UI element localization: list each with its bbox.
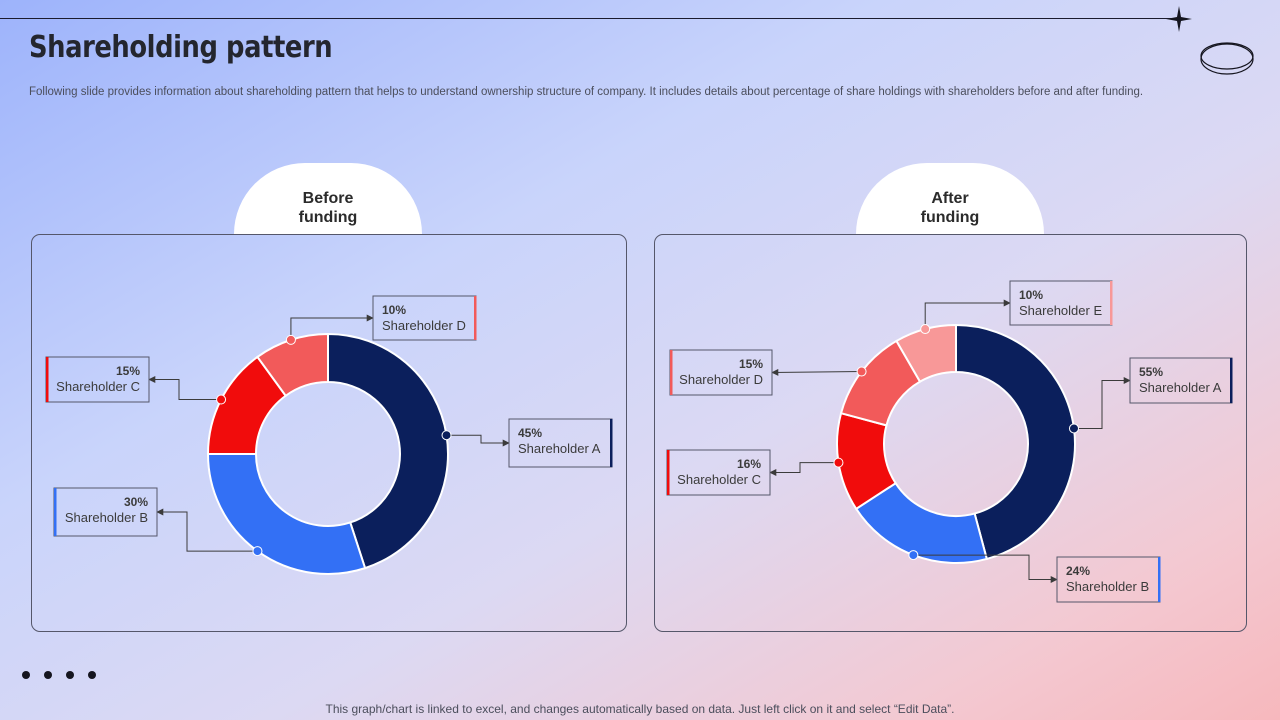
leader-line: [771, 368, 862, 376]
slice-name: Shareholder C: [56, 379, 140, 394]
before-funding-panel: [31, 234, 627, 632]
leader-line: [924, 299, 1011, 330]
donut-slice-shareholder-a[interactable]: [327, 332, 449, 570]
label-box-shareholder-b: 30%Shareholder B: [53, 487, 158, 537]
leader-line: [446, 434, 510, 447]
after-funding-tab: After funding: [856, 163, 1044, 234]
label-accent: [667, 450, 670, 495]
slice-percent: 55%: [1139, 365, 1163, 379]
label-accent: [610, 419, 613, 467]
slice-percent: 15%: [116, 364, 140, 378]
dot: [22, 671, 30, 679]
slice-percent: 10%: [1019, 288, 1043, 302]
leader-line: [1073, 377, 1131, 429]
donut-slice-shareholder-d[interactable]: [256, 332, 329, 398]
label-box-shareholder-d: 15%Shareholder D: [669, 349, 773, 396]
slice-name: Shareholder E: [1019, 303, 1102, 318]
label-accent: [1230, 358, 1233, 403]
label-box-shareholder-c: 15%Shareholder C: [45, 356, 150, 403]
page-subtitle: Following slide provides information abo…: [29, 86, 1144, 98]
label-box-shareholder-a: 45%Shareholder A: [508, 418, 613, 468]
page-title: Shareholding pattern: [29, 30, 333, 65]
leader-line: [290, 314, 374, 340]
label-accent: [46, 357, 49, 402]
leader-line: [769, 462, 839, 476]
dots-decoration: [22, 671, 96, 679]
leader-dot: [833, 457, 844, 468]
slice-name: Shareholder B: [1066, 579, 1149, 594]
after-funding-donut[interactable]: 55%Shareholder A24%Shareholder B16%Share…: [666, 280, 1233, 603]
slice-name: Shareholder C: [677, 472, 761, 487]
label-accent: [474, 296, 477, 340]
slice-name: Shareholder D: [679, 372, 763, 387]
slice-name: Shareholder D: [382, 318, 466, 333]
before-funding-title: Before funding: [298, 190, 358, 226]
dot: [88, 671, 96, 679]
label-box-shareholder-b: 24%Shareholder B: [1056, 556, 1161, 603]
slice-name: Shareholder B: [65, 510, 148, 525]
leader-dot: [856, 366, 867, 377]
donut-slice-shareholder-e[interactable]: [895, 323, 957, 384]
ellipse-decoration: [1200, 42, 1254, 75]
before-funding-tab: Before funding: [234, 163, 422, 234]
label-box-shareholder-c: 16%Shareholder C: [666, 449, 771, 496]
slice-percent: 16%: [737, 457, 761, 471]
leader-dot: [1068, 423, 1079, 434]
label-accent: [670, 350, 673, 395]
star-icon: [1166, 6, 1192, 32]
label-accent: [1110, 281, 1113, 325]
footer-note: This graph/chart is linked to excel, and…: [325, 702, 955, 716]
slice-name: Shareholder A: [1139, 380, 1222, 395]
dot: [44, 671, 52, 679]
leader-dot: [252, 546, 263, 557]
slice-percent: 24%: [1066, 564, 1090, 578]
after-funding-panel: [654, 234, 1247, 632]
leader-line: [148, 376, 222, 401]
label-box-shareholder-e: 10%Shareholder E: [1009, 280, 1113, 326]
label-accent: [1158, 557, 1161, 602]
slice-percent: 15%: [739, 357, 763, 371]
after-funding-title: After funding: [920, 190, 980, 226]
slice-name: Shareholder A: [518, 441, 601, 456]
slice-percent: 10%: [382, 303, 406, 317]
slice-percent: 30%: [124, 495, 148, 509]
slice-percent: 45%: [518, 426, 542, 440]
top-rule: [0, 18, 1180, 19]
dot: [66, 671, 74, 679]
label-accent: [54, 488, 57, 536]
leader-dot: [441, 430, 452, 441]
label-box-shareholder-a: 55%Shareholder A: [1129, 357, 1233, 404]
before-funding-donut[interactable]: 45%Shareholder A30%Shareholder B15%Share…: [45, 295, 613, 575]
leader-dot: [285, 334, 296, 345]
donut-slice-shareholder-a[interactable]: [955, 323, 1076, 561]
leader-line: [156, 508, 258, 552]
donut-slice-shareholder-b[interactable]: [206, 453, 367, 575]
leader-dot: [920, 324, 931, 335]
leader-dot: [216, 394, 227, 405]
leader-line: [913, 554, 1058, 583]
label-box-shareholder-d: 10%Shareholder D: [372, 295, 477, 341]
leader-dot: [908, 550, 919, 561]
